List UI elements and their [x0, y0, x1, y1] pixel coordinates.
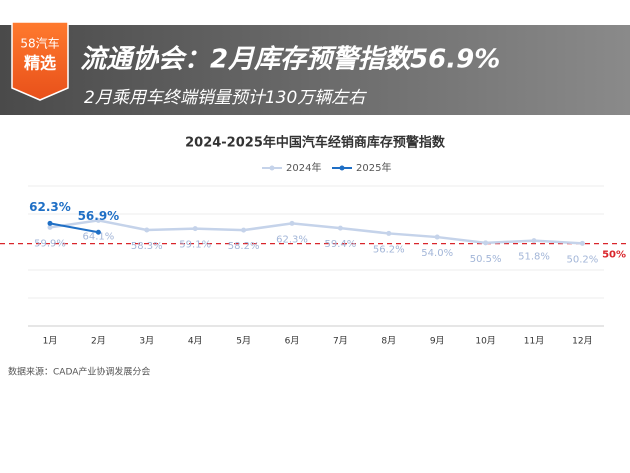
series-line [49, 219, 583, 245]
data-label: 56.9% [78, 209, 120, 223]
x-tick-label: 3月 [139, 336, 154, 347]
source: 数据来源：CADA产业协调发展分会 [8, 366, 150, 378]
x-tick-label: 7月 [333, 336, 348, 347]
data-point [144, 227, 150, 233]
data-label: 62.3% [29, 200, 71, 214]
data-point [241, 227, 247, 233]
x-tick-label: 6月 [285, 336, 300, 347]
x-tick-label: 2月 [91, 336, 106, 347]
data-point [579, 240, 585, 246]
data-point [192, 226, 198, 232]
badge-text: 精选 [24, 54, 56, 73]
data-label: 59.9% [34, 238, 66, 249]
data-label: 50.5% [470, 254, 502, 265]
series-line [49, 222, 99, 234]
data-point [95, 229, 101, 235]
badge [11, 21, 69, 101]
data-point [531, 238, 537, 244]
legend-label: 2025年 [356, 161, 391, 174]
x-tick-label: 4月 [188, 336, 203, 347]
legend-swatch [269, 165, 275, 171]
x-tick-label: 12月 [572, 336, 592, 347]
x-tick-label: 5月 [236, 336, 251, 347]
x-tick-label: 11月 [524, 336, 544, 347]
x-tick-label: 10月 [475, 336, 495, 347]
headline: 流通协会：2月库存预警指数56.9% [80, 45, 500, 75]
grid [28, 185, 604, 299]
data-label: 59.4% [325, 239, 357, 250]
data-label: 59.1% [179, 240, 211, 251]
data-label: 64.1% [83, 231, 115, 242]
data-point [289, 220, 295, 226]
subheadline: 2月乘用车终端销量预计130万辆左右 [84, 88, 367, 108]
data-label: 50.2% [567, 254, 599, 265]
header-band [0, 25, 630, 115]
x-tick-label: 1月 [43, 336, 58, 347]
data-point [434, 234, 440, 240]
badge-text: 58汽车 [20, 36, 59, 51]
data-label: 51.8% [518, 252, 550, 263]
data-point [483, 240, 489, 246]
legend-label: 2024年 [286, 161, 321, 174]
x-tick-label: 9月 [430, 336, 445, 347]
data-label: 58.3% [131, 241, 163, 252]
data-point [337, 225, 343, 231]
legend-swatch [339, 165, 345, 171]
data-point [47, 224, 53, 230]
data-point [386, 230, 392, 236]
data-label: 62.3% [276, 234, 308, 245]
data-label: 56.2% [373, 244, 405, 255]
data-label: 54.0% [421, 248, 453, 259]
reference-label: 50% [602, 250, 626, 261]
data-point [95, 217, 101, 223]
chart-title: 2024-2025年中国汽车经销商库存预警指数 [185, 135, 446, 151]
x-tick-label: 8月 [381, 336, 396, 347]
data-point [47, 220, 53, 226]
data-label: 58.2% [228, 241, 260, 252]
